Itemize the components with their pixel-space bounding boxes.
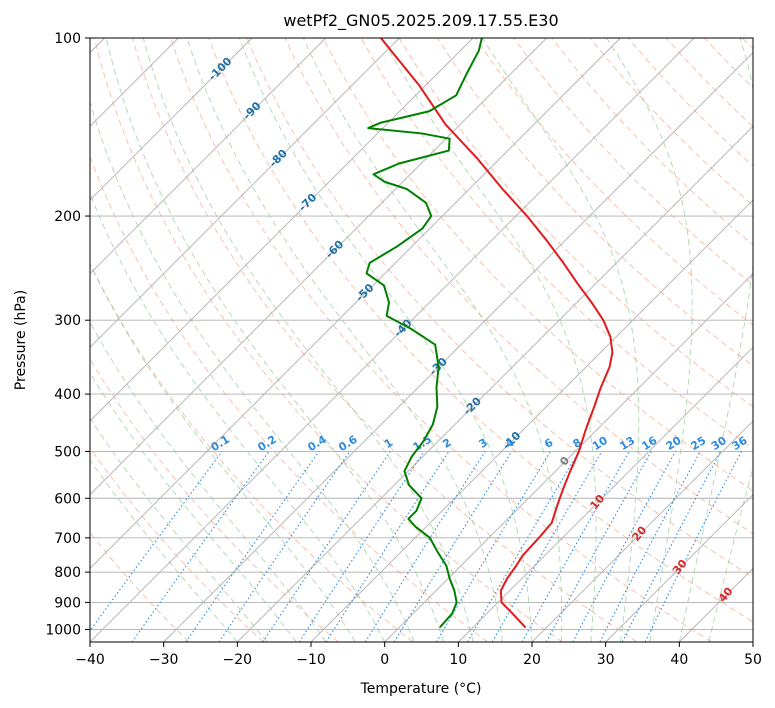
moist-adiabat xyxy=(186,38,503,642)
moist-adiabat xyxy=(142,38,474,642)
mixing-ratio-line xyxy=(621,451,722,642)
isotherm-line xyxy=(458,346,753,642)
moist-adiabat xyxy=(90,321,327,642)
isotherm-line xyxy=(90,38,695,642)
x-tick-label: −10 xyxy=(296,652,326,668)
x-tick-label: 40 xyxy=(670,652,688,668)
x-axis-ticks: −40 −30 −20 −10 0 10 20 30 40 50 xyxy=(75,642,762,668)
mixing-ratio-line xyxy=(393,451,513,642)
mixing-ratio-line xyxy=(644,451,742,642)
y-tick-label: 200 xyxy=(54,209,81,225)
y-tick-label: 700 xyxy=(54,531,81,547)
dry-adiabat xyxy=(90,358,339,642)
dry-adiabat xyxy=(475,38,753,326)
mixing-ratio-line xyxy=(131,451,270,642)
y-tick-label: 300 xyxy=(54,313,81,329)
isotherm-line xyxy=(90,38,621,569)
y-axis-ticks: 100 200 300 400 500 600 700 800 900 1000 xyxy=(45,31,90,638)
x-tick-label: −20 xyxy=(223,652,253,668)
temperature-profile-line xyxy=(379,38,614,628)
dry-adiabat xyxy=(208,38,753,623)
isotherm-line xyxy=(90,38,474,422)
mixing-ratio-line xyxy=(545,451,652,642)
x-tick-label: 10 xyxy=(449,652,467,668)
dry-adiabat xyxy=(246,38,753,578)
mixing-ratio-line xyxy=(572,451,677,642)
moist-adiabat xyxy=(678,38,753,642)
profile-series xyxy=(365,38,614,628)
mixing-ratio-line xyxy=(218,451,351,642)
y-axis-label: Pressure (hPa) xyxy=(13,290,29,390)
mixing-ratio-line xyxy=(298,451,425,642)
dry-adiabat xyxy=(131,38,638,642)
isotherm-line xyxy=(605,494,753,642)
dry-adiabat xyxy=(284,38,753,535)
x-axis-label: Temperature (°C) xyxy=(360,681,482,697)
plot-frame xyxy=(89,37,754,643)
moist-adiabat xyxy=(90,417,268,642)
y-tick-label: 400 xyxy=(54,387,81,403)
moist-adiabats xyxy=(90,38,753,642)
y-tick-label: 1000 xyxy=(45,622,81,638)
mixing-ratio-line xyxy=(325,451,450,642)
moist-adiabat xyxy=(482,38,640,642)
x-tick-label: 0 xyxy=(380,652,389,668)
isotherm-line xyxy=(90,38,400,348)
moist-adiabat xyxy=(90,192,386,642)
dry-adiabat xyxy=(90,446,264,642)
isotherm-line xyxy=(163,52,753,642)
isotherm-line xyxy=(531,420,753,642)
skewed-isotherms xyxy=(90,38,753,642)
plot-area: -100-90-80-70-60-50-40-30-20-10 0.1 0.2 0.… xyxy=(90,38,753,642)
y-tick-label: 600 xyxy=(54,491,81,507)
y-tick-label: 100 xyxy=(54,31,81,47)
y-tick-label: 500 xyxy=(54,444,81,460)
isotherm-line xyxy=(310,199,753,642)
mixing-ratio-line xyxy=(521,451,630,642)
y-tick-label: 800 xyxy=(54,565,81,581)
x-tick-label: 30 xyxy=(597,652,615,668)
mixing-ratio-lines xyxy=(90,451,742,642)
dry-adiabat xyxy=(170,38,712,642)
x-tick-label: −40 xyxy=(75,652,105,668)
chart-title: wetPf2_GN05.2025.209.17.55.E30 xyxy=(283,11,558,31)
moist-adiabat xyxy=(105,38,445,642)
moist-adiabat xyxy=(382,38,597,642)
dry-adiabat xyxy=(322,38,753,492)
dry-adiabats xyxy=(90,38,753,642)
mixing-ratio-line xyxy=(262,451,391,642)
dewpoint-profile-line xyxy=(365,38,483,628)
dry-adiabat xyxy=(93,38,563,642)
mixing-ratio-line xyxy=(90,451,223,632)
moist-adiabat xyxy=(708,465,753,642)
moist-adiabat xyxy=(606,38,693,642)
x-tick-label: −30 xyxy=(149,652,179,668)
isotherm-line xyxy=(90,38,326,275)
dry-adiabat xyxy=(513,38,753,286)
mixing-ratio-line xyxy=(185,451,320,642)
moist-adiabat xyxy=(90,262,356,642)
moist-adiabat xyxy=(302,38,563,642)
x-tick-label: 50 xyxy=(744,652,762,668)
moist-adiabat xyxy=(90,371,297,642)
moist-adiabat xyxy=(90,459,238,642)
isotherm-line xyxy=(90,38,253,201)
y-tick-label: 900 xyxy=(54,595,81,611)
moist-adiabat xyxy=(90,100,415,642)
isotherm-line xyxy=(384,273,753,642)
isotherm-line xyxy=(237,125,753,642)
x-tick-label: 20 xyxy=(523,652,541,668)
moist-adiabat xyxy=(238,38,533,642)
